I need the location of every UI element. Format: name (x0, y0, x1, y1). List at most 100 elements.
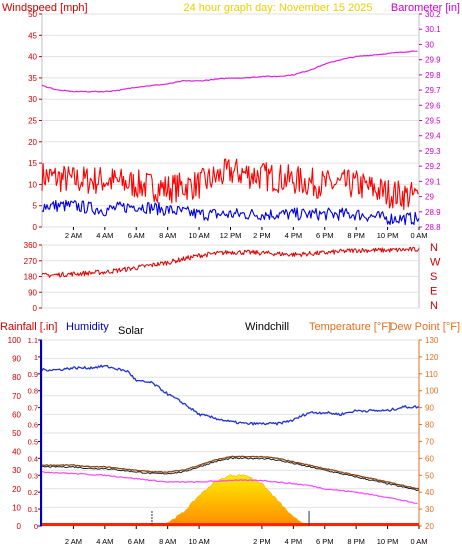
rainfall-axis-tick-label: 0.8 (28, 387, 38, 396)
solar-legend: Solar (118, 325, 144, 337)
time-axis-tick-label: 0 AM (410, 537, 427, 546)
rainfall-bar (42, 523, 419, 526)
time-axis-tick-label: 4 PM (285, 537, 303, 546)
rainfall-axis-tick-label: 0.4 (28, 454, 38, 463)
barometer-axis-tick-label: 29 (425, 193, 434, 202)
temperature-axis-tick-label: 40 (425, 488, 434, 497)
humidity-axis-tick-label: 90 (12, 355, 21, 364)
time-axis-tick-label: 8 AM (159, 537, 176, 546)
wind-axis-tick-label: 0 (33, 223, 38, 232)
temperature-axis-tick-label: 50 (425, 471, 434, 480)
windchill-line (41, 470, 418, 505)
rainfall-axis-tick-label: 1.1 (28, 336, 38, 345)
barometer-axis-tick-label: 29.1 (425, 177, 441, 186)
temperature-line (41, 455, 420, 490)
barometer-axis-tick-label: 29.2 (425, 162, 441, 171)
compass-label: W (430, 257, 441, 269)
barometer-axis-tick-label: 29.4 (425, 132, 441, 141)
direction-axis-tick-label: 360 (24, 241, 38, 250)
humidity-axis-tick-label: 70 (12, 392, 21, 401)
barometer-axis-tick-label: 30.2 (425, 10, 441, 19)
temperature-axis-tick-label: 90 (425, 404, 434, 413)
rainfall-axis-tick-label: 0.1 (28, 505, 38, 514)
rainfall-legend: Rainfall [.in] (0, 321, 57, 333)
direction-axis-tick-label: 270 (24, 257, 38, 266)
temperature-axis-tick-label: 80 (425, 421, 434, 430)
time-axis-tick-label: 8 AM (159, 231, 176, 240)
humidity-axis-tick-label: 100 (8, 336, 22, 345)
humidity-axis-tick-label: 30 (12, 466, 21, 475)
solar-radiation-area (151, 473, 310, 528)
barometer-axis-tick-label: 28.9 (425, 208, 441, 217)
wind-axis-tick-label: 5 (33, 202, 38, 211)
time-axis-tick-label: 2 AM (65, 231, 82, 240)
rainfall-axis-tick-label: 0.6 (28, 421, 38, 430)
rainfall-axis-tick-label: 0 (34, 522, 38, 531)
time-axis-tick-label: 8 PM (347, 537, 365, 546)
rainfall-axis-tick-label: 0.5 (28, 437, 38, 446)
time-axis-tick-label: 2 AM (65, 537, 82, 546)
barometer-axis-tick-label: 29.9 (425, 56, 441, 65)
temperature-axis-tick-label: 100 (425, 387, 439, 396)
wind-axis-tick-label: 15 (28, 159, 37, 168)
temperature-axis-tick-label: 130 (425, 336, 439, 345)
compass-label: N (430, 300, 438, 312)
barometer-axis-tick-label: 30.1 (425, 25, 441, 34)
time-axis-tick-label: 10 AM (188, 231, 209, 240)
temperature-axis-tick-label: 110 (425, 370, 438, 379)
barometer-axis-tick-label: 30 (425, 40, 434, 49)
wind-axis-tick-label: 25 (28, 117, 37, 126)
dewpoint-legend: Dew Point [°F] (390, 321, 460, 333)
wind-axis-tick-label: 40 (28, 53, 37, 62)
wind-axis-tick-label: 20 (28, 138, 37, 147)
barometer-axis-title: Barometer [in] (391, 2, 460, 14)
wind-axis-tick-label: 30 (28, 95, 37, 104)
wind-average-line (41, 199, 420, 226)
humidity-axis-tick-label: 20 (12, 485, 21, 494)
temperature-axis-tick-label: 30 (425, 505, 434, 514)
windspeed-axis-title: Windspeed [mph] (2, 2, 88, 14)
wind-direction-line (41, 246, 420, 278)
temperature-axis-tick-label: 120 (425, 353, 439, 362)
wind-axis-tick-label: 45 (28, 31, 37, 40)
rainfall-axis-tick-label: 0.3 (28, 471, 38, 480)
dewpoint-line (41, 457, 420, 491)
humidity-axis-tick-label: 40 (12, 448, 21, 457)
compass-label: N (430, 242, 438, 254)
barometer-axis-tick-label: 29.7 (425, 86, 441, 95)
time-axis-tick-label: 2 PM (253, 537, 271, 546)
wind-axis-tick-label: 10 (28, 180, 37, 189)
barometer-axis-tick-label: 29.8 (425, 71, 441, 80)
temperature-axis-tick-label: 60 (425, 454, 434, 463)
time-axis-tick-label: 6 AM (128, 537, 145, 546)
time-axis-tick-label: 2 PM (253, 231, 271, 240)
barometer-axis-tick-label: 29.5 (425, 117, 441, 126)
wind-axis-tick-label: 35 (28, 74, 37, 83)
rainfall-axis-tick-label: 0.2 (28, 488, 38, 497)
humidity-axis-tick-label: 80 (12, 373, 21, 382)
time-axis-tick-label: 6 AM (128, 231, 145, 240)
barometer-line (41, 50, 418, 93)
wind-axis-tick-label: 50 (28, 10, 37, 19)
barometer-axis-tick-label: 29.3 (425, 147, 441, 156)
direction-axis-tick-label: 0 (33, 304, 38, 313)
humidity-axis-tick-label: 10 (12, 503, 21, 512)
rainfall-axis-tick-label: 0.9 (28, 370, 38, 379)
humidity-axis-tick-label: 50 (12, 429, 21, 438)
time-axis-tick-label: 12 PM (220, 231, 242, 240)
compass-label: S (430, 271, 437, 283)
time-axis-tick-label: 8 PM (347, 231, 365, 240)
time-axis-tick-label: 4 AM (96, 537, 113, 546)
time-axis-tick-label: 6 PM (316, 231, 334, 240)
barometer-axis-tick-label: 29.6 (425, 101, 441, 110)
time-axis-tick-label: 10 AM (188, 537, 209, 546)
humidity-legend: Humidity (66, 321, 109, 333)
rainfall-axis-tick-label: 1 (34, 353, 38, 362)
time-axis-tick-label: 4 PM (285, 231, 303, 240)
time-axis-tick-label: 6 PM (316, 537, 334, 546)
wind-gust-line (41, 158, 419, 211)
windchill-legend: Windchill (245, 321, 289, 333)
temperature-axis-tick-label: 70 (425, 437, 434, 446)
humidity-line (41, 364, 420, 426)
